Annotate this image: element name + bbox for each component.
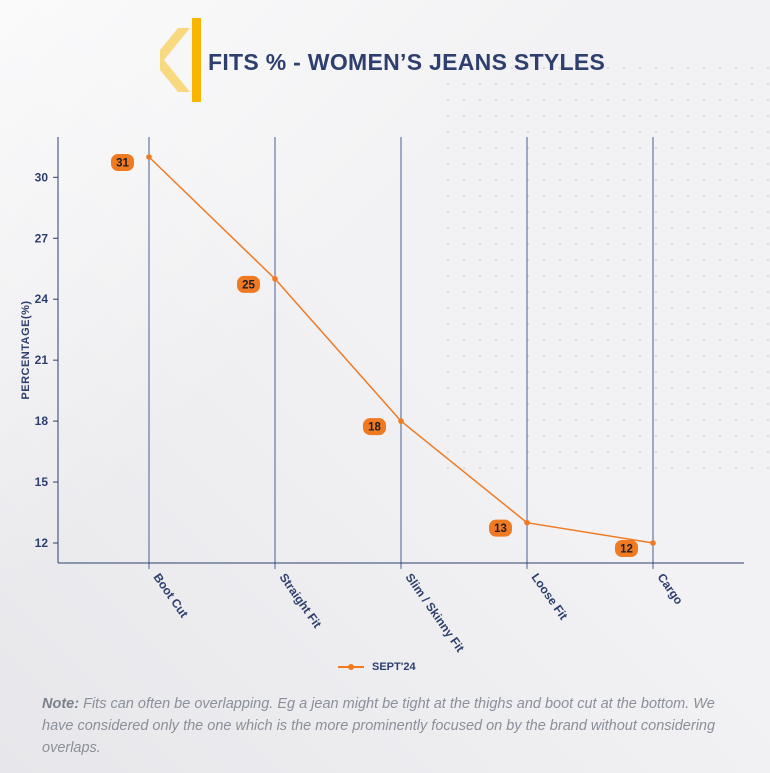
data-label-badge xyxy=(489,519,512,537)
y-tick-label: 21 xyxy=(35,353,49,367)
data-point xyxy=(272,276,278,282)
y-tick-label: 15 xyxy=(35,475,49,489)
x-tick-label: Straight Fit xyxy=(277,571,325,631)
y-axis-label: PERCENTAGE(%) xyxy=(20,300,32,400)
x-tick-label: Slim / Skinny Fit xyxy=(403,571,468,655)
data-label-badge xyxy=(363,418,386,436)
legend-marker-icon xyxy=(338,661,364,673)
footnote: Note: Fits can often be overlapping. Eg … xyxy=(42,693,732,759)
data-label: 12 xyxy=(620,544,633,556)
note-label: Note: xyxy=(42,696,80,712)
legend: SEPT'24 xyxy=(338,661,416,673)
legend-label: SEPT'24 xyxy=(372,661,416,673)
y-tick-label: 24 xyxy=(35,292,49,306)
y-tick-label: 30 xyxy=(35,170,49,184)
data-label-badge xyxy=(615,540,638,557)
note-text: Fits can often be overlapping. Eg a jean… xyxy=(42,696,716,756)
chevron-logo-icon xyxy=(152,18,204,102)
data-point xyxy=(398,418,404,424)
y-tick-label: 18 xyxy=(35,414,49,428)
data-point xyxy=(146,154,152,160)
y-tick-label: 12 xyxy=(35,536,49,550)
x-tick-label: Loose Fit xyxy=(529,571,571,623)
data-label: 31 xyxy=(116,158,129,170)
x-tick-label: Boot Cut xyxy=(151,571,192,621)
data-label-badge xyxy=(237,275,260,293)
data-point xyxy=(650,540,656,546)
data-label: 18 xyxy=(368,422,381,434)
data-label: 13 xyxy=(494,523,507,535)
data-label: 25 xyxy=(242,279,255,291)
dot-pattern xyxy=(440,60,770,480)
y-tick-label: 27 xyxy=(35,231,49,245)
x-tick-label: Cargo xyxy=(655,571,686,607)
page-title: FITS % - WOMEN’S JEANS STYLES xyxy=(208,48,606,75)
header: FITS % - WOMEN’S JEANS STYLES xyxy=(152,18,606,102)
data-point xyxy=(524,519,530,526)
data-label-badge xyxy=(111,154,134,171)
